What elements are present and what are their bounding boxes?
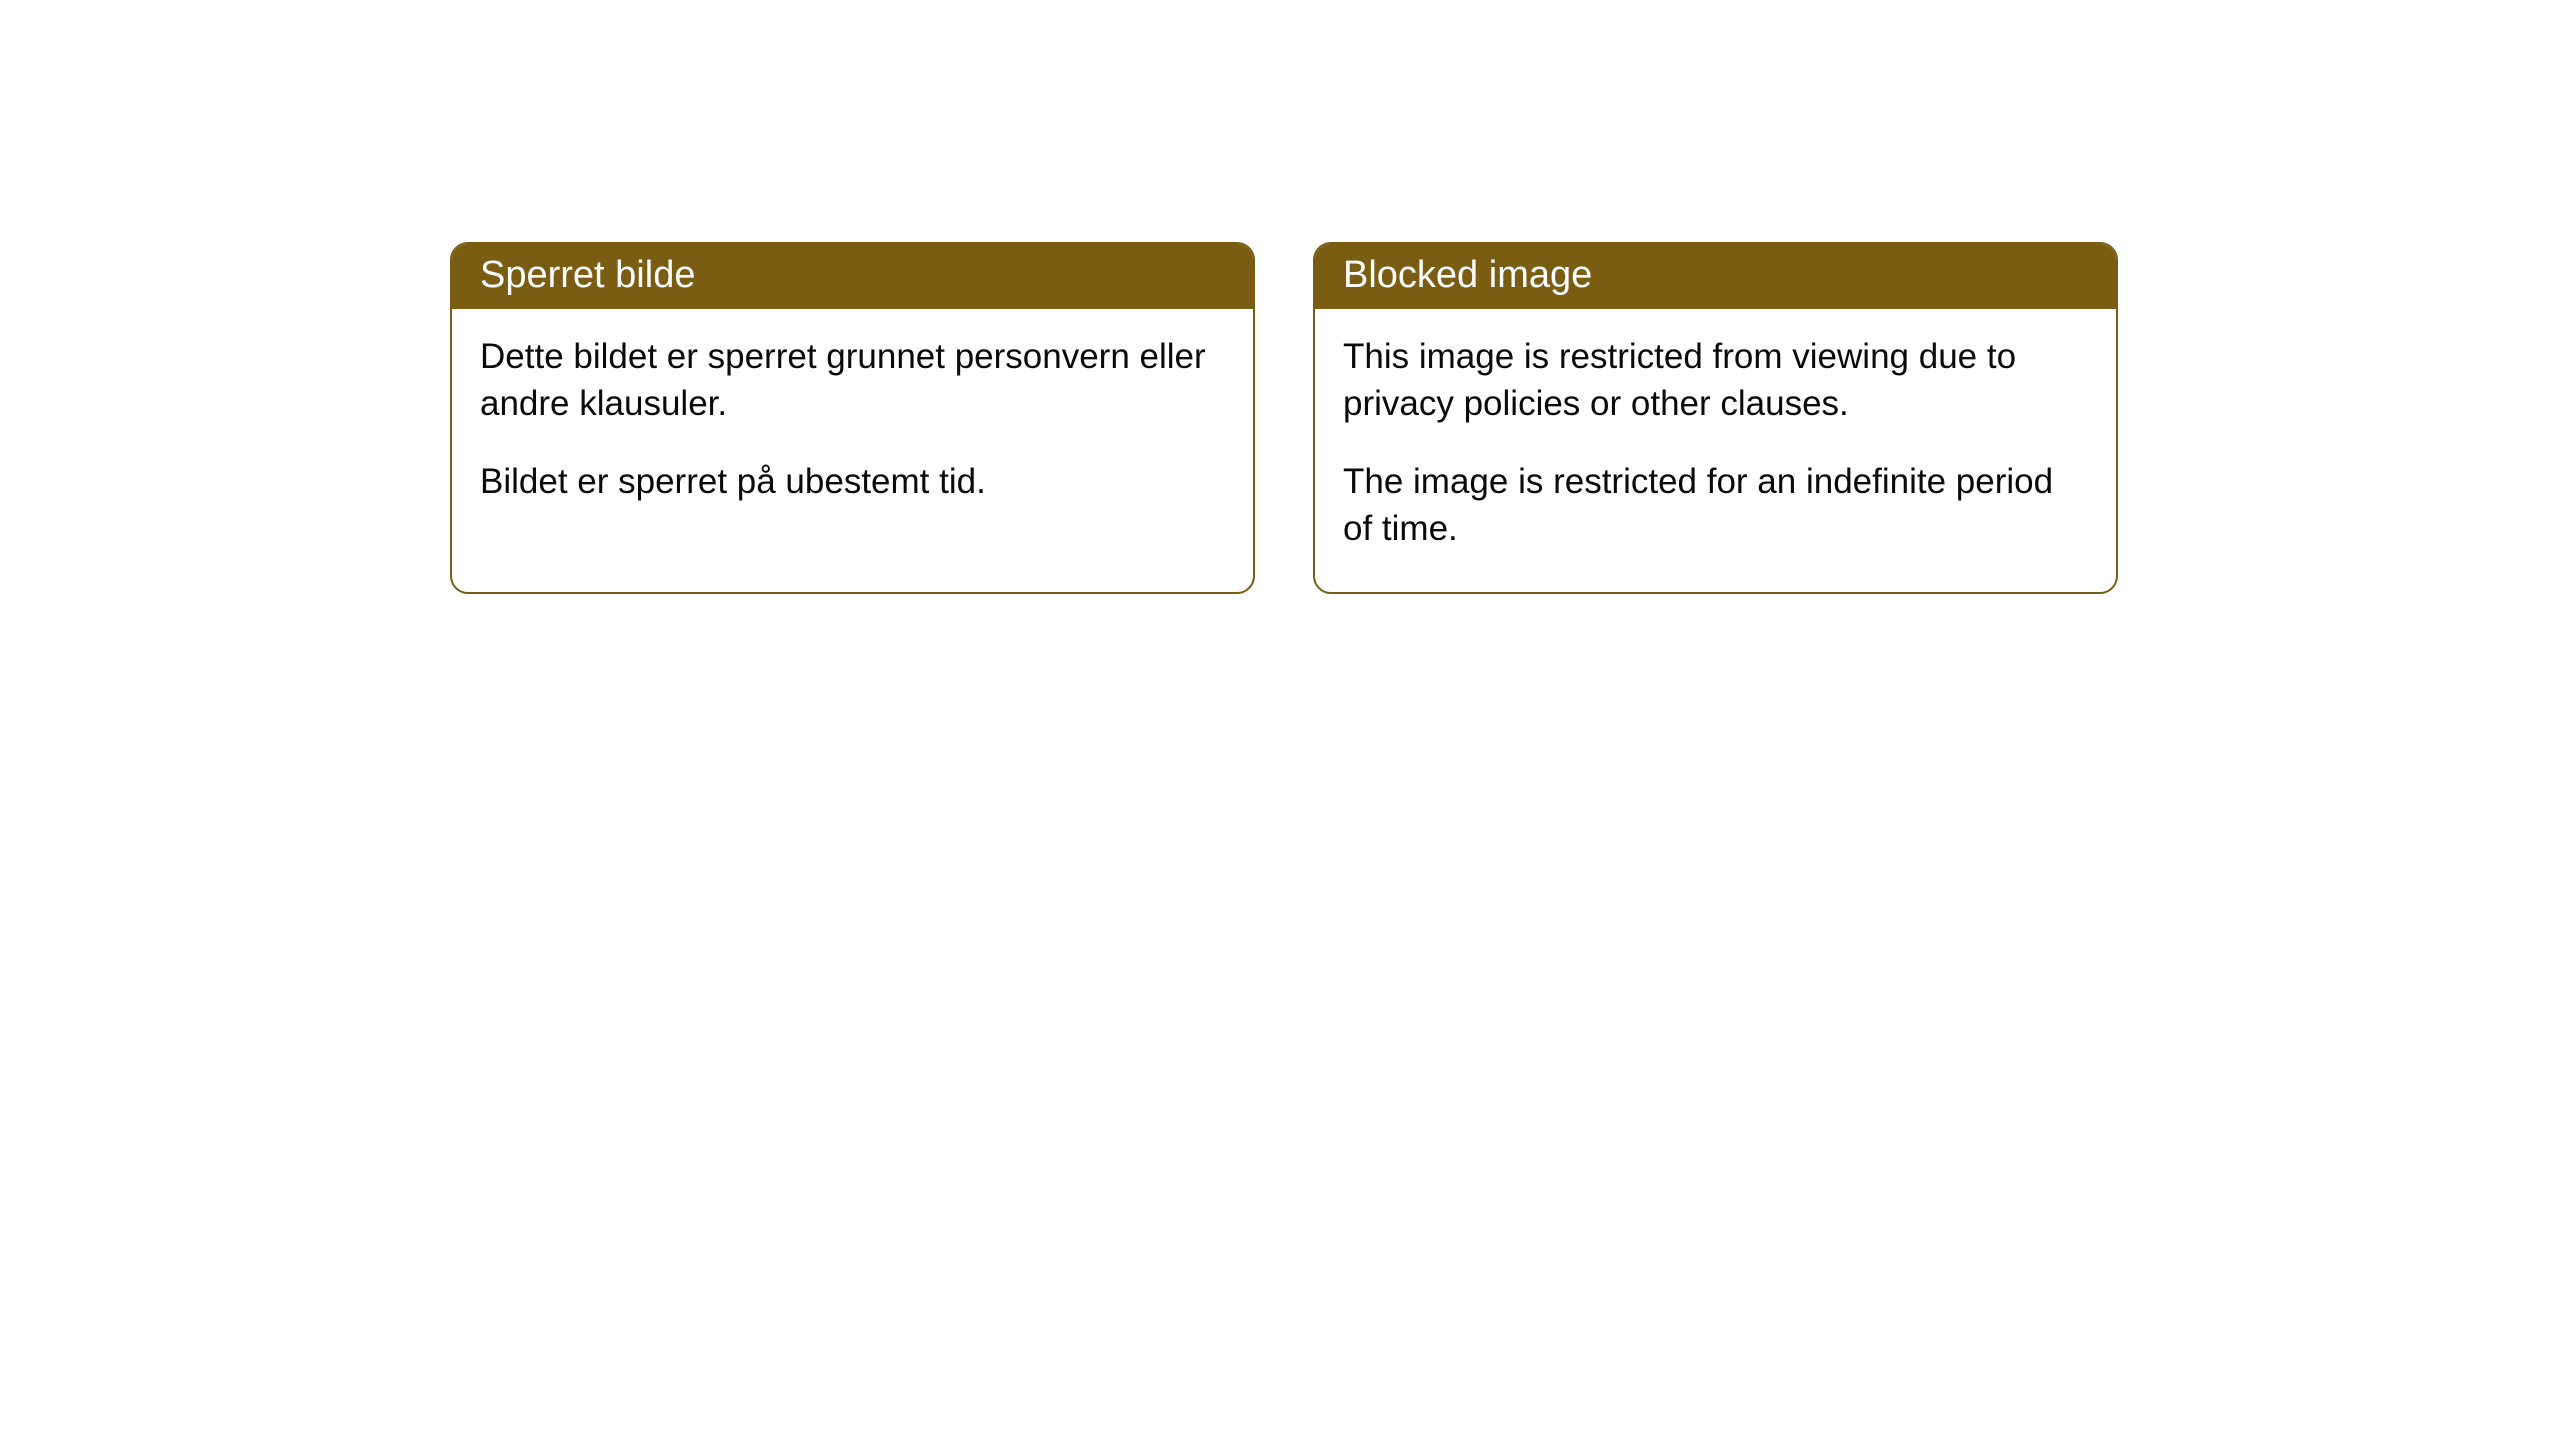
card-paragraph-1: Dette bildet er sperret grunnet personve… <box>480 333 1225 428</box>
card-paragraph-2: Bildet er sperret på ubestemt tid. <box>480 458 1225 505</box>
notice-card-norwegian: Sperret bilde Dette bildet er sperret gr… <box>450 242 1255 594</box>
card-paragraph-2: The image is restricted for an indefinit… <box>1343 458 2088 553</box>
notice-cards-container: Sperret bilde Dette bildet er sperret gr… <box>450 242 2560 594</box>
card-title: Blocked image <box>1343 254 1592 296</box>
card-header: Sperret bilde <box>452 244 1253 309</box>
card-paragraph-1: This image is restricted from viewing du… <box>1343 333 2088 428</box>
card-body: Dette bildet er sperret grunnet personve… <box>452 309 1253 545</box>
card-body: This image is restricted from viewing du… <box>1315 309 2116 592</box>
notice-card-english: Blocked image This image is restricted f… <box>1313 242 2118 594</box>
card-title: Sperret bilde <box>480 254 695 296</box>
card-header: Blocked image <box>1315 244 2116 309</box>
